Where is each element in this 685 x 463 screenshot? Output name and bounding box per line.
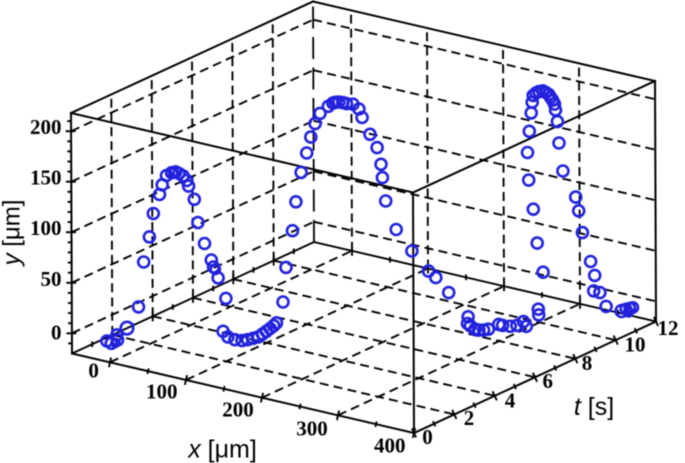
svg-text:300: 300 — [296, 417, 328, 441]
svg-text:0: 0 — [51, 321, 62, 345]
svg-text:x [μm]: x [μm] — [187, 436, 257, 463]
svg-text:400: 400 — [374, 434, 406, 458]
svg-text:200: 200 — [222, 398, 254, 422]
svg-text:200: 200 — [30, 115, 62, 139]
svg-text:8: 8 — [582, 351, 593, 375]
svg-text:50: 50 — [41, 267, 62, 291]
svg-text:150: 150 — [30, 166, 62, 190]
svg-text:t [s]: t [s] — [574, 393, 614, 421]
svg-text:y [μm]: y [μm] — [0, 200, 26, 268]
svg-text:10: 10 — [625, 333, 646, 357]
svg-text:4: 4 — [505, 389, 516, 413]
svg-text:6: 6 — [542, 369, 553, 393]
svg-text:0: 0 — [422, 425, 433, 449]
svg-text:100: 100 — [30, 216, 62, 240]
svg-text:12: 12 — [658, 316, 679, 340]
svg-text:0: 0 — [88, 358, 99, 382]
svg-text:100: 100 — [146, 379, 178, 403]
svg-text:2: 2 — [464, 406, 475, 430]
